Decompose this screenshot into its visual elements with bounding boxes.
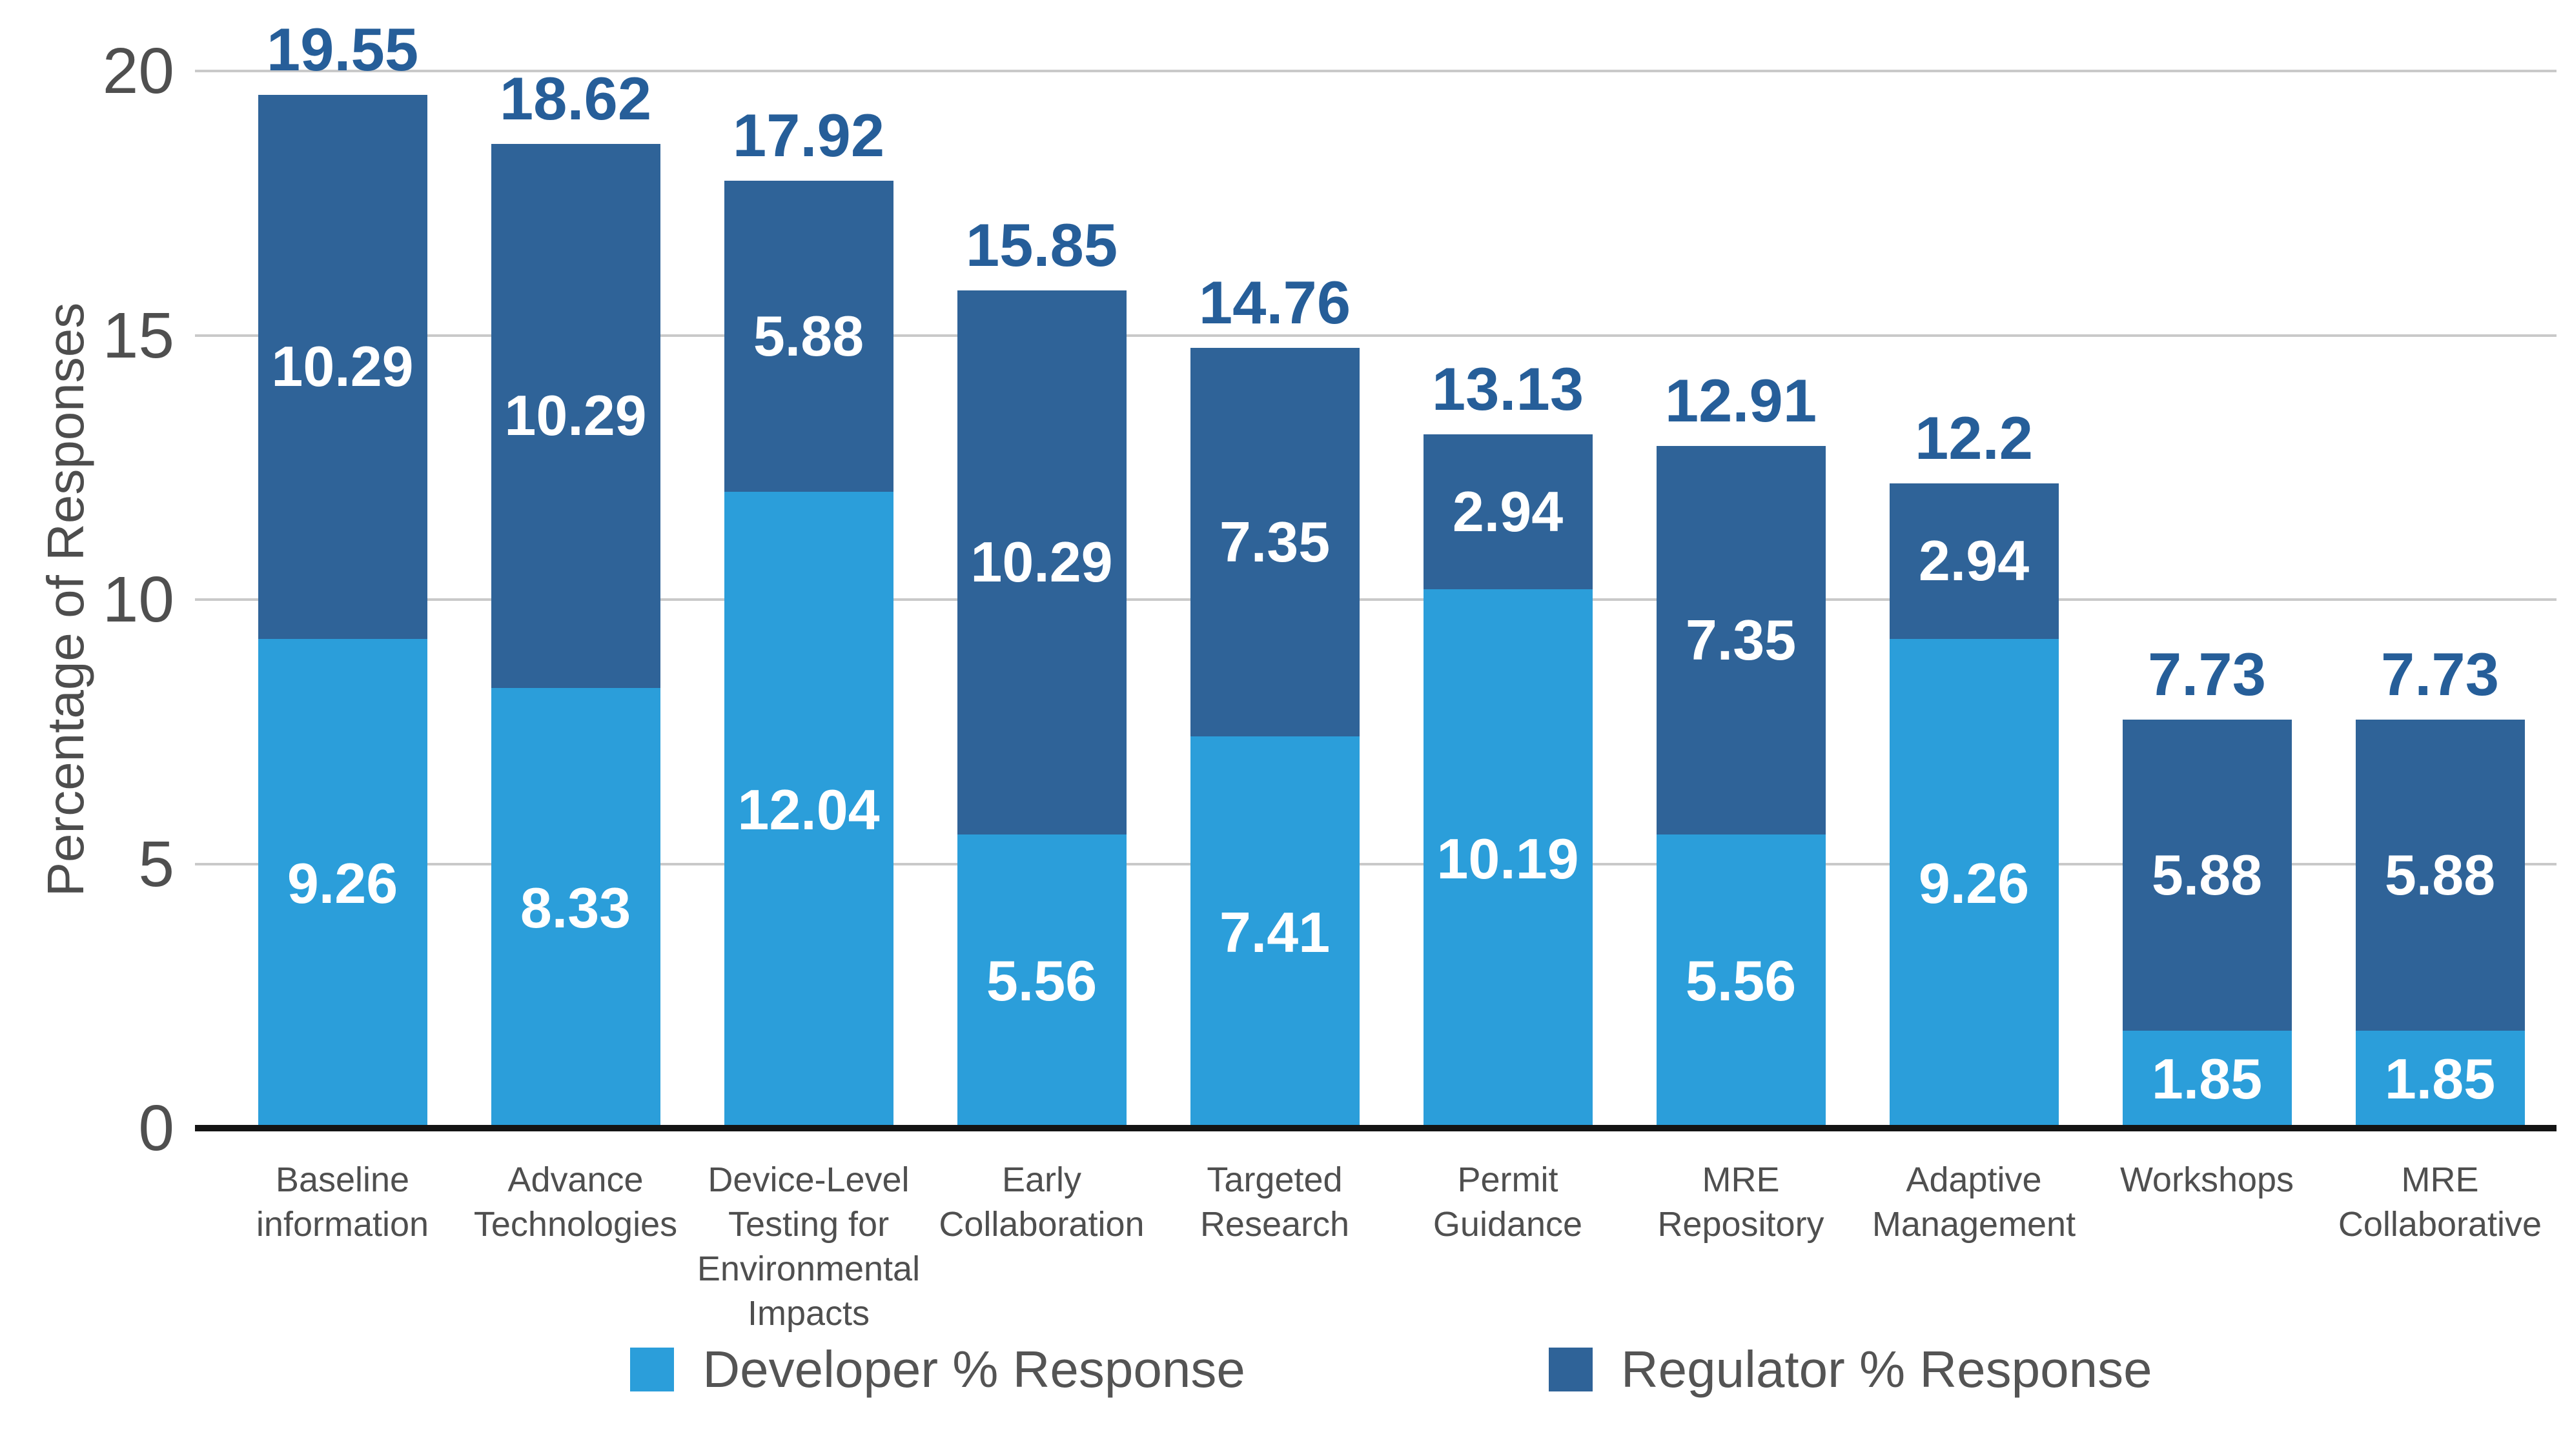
category-label: Advance Technologies [473, 1160, 678, 1244]
stacked-bar: 2.94 9.26 [1889, 483, 2059, 1128]
plot-area: 0 5 10 15 20 19.55 10.29 9.26 18.62 10.29 8.33 17.… [103, 15, 2557, 1160]
total-label: 7.73 [2381, 640, 2499, 708]
regulator-segment: 10.29 [258, 94, 427, 639]
y-tick-label-10: 10 [102, 563, 174, 636]
regulator-segment: 10.29 [957, 290, 1127, 834]
category-label: MRE Collaborative [2338, 1160, 2542, 1244]
category-label: Targeted Research [1199, 1160, 1350, 1244]
y-tick-mark-5 [195, 862, 226, 865]
gridline-20 [226, 70, 2557, 72]
developer-segment: 7.41 [1190, 736, 1360, 1128]
x-axis-line [195, 1125, 2557, 1131]
stacked-bar: 7.35 5.56 [1656, 445, 1826, 1128]
bar-slot-7: 12.91 7.35 5.56 [1624, 71, 1857, 1128]
developer-swatch-icon [630, 1348, 675, 1391]
total-label: 14.76 [1198, 268, 1351, 337]
bar-slot-4: 15.85 10.29 5.56 [925, 71, 1158, 1128]
stacked-bar: 10.29 9.26 [258, 94, 427, 1128]
gridline-10 [226, 598, 2557, 601]
regulator-segment: 5.88 [2122, 719, 2292, 1031]
developer-segment: 5.56 [957, 834, 1127, 1128]
bar-slot-1: 19.55 10.29 9.26 [226, 15, 459, 1128]
stacked-bar: 5.88 1.85 [2122, 719, 2292, 1128]
regulator-segment: 7.35 [1656, 445, 1826, 834]
y-tick-label-20: 20 [102, 35, 174, 107]
developer-segment: 12.04 [724, 491, 893, 1128]
bar-slot-8: 12.2 2.94 9.26 [1857, 71, 2090, 1128]
total-label: 12.2 [1915, 403, 2033, 472]
legend-label: Regulator % Response [1620, 1340, 2152, 1398]
regulator-segment: 5.88 [2355, 719, 2525, 1031]
y-tick-mark-10 [195, 598, 226, 601]
y-tick-label-5: 5 [138, 827, 174, 900]
developer-segment: 1.85 [2122, 1030, 2292, 1128]
developer-segment: 8.33 [491, 687, 660, 1128]
regulator-segment: 7.35 [1190, 348, 1360, 737]
category-label: Device-Level Testing for Environmental I… [697, 1160, 921, 1333]
regulator-segment: 2.94 [1423, 434, 1593, 590]
stacked-bar: 10.29 8.33 [491, 144, 660, 1128]
stacked-bar: 5.88 12.04 [724, 181, 893, 1128]
bar-slot-5: 14.76 7.35 7.41 [1158, 71, 1391, 1128]
category-label: Baseline information [256, 1160, 429, 1244]
stacked-bar: 5.88 1.85 [2355, 719, 2525, 1128]
bar-slot-6: 13.13 2.94 10.19 [1391, 71, 1624, 1128]
y-tick-mark-20 [195, 70, 226, 72]
legend-item-developer: Developer % Response [630, 1340, 1245, 1399]
x-axis-labels: Baseline information Advance Technologies… [226, 1158, 2557, 1336]
category-label: Adaptive Management [1872, 1160, 2076, 1244]
developer-segment: 9.26 [258, 638, 427, 1128]
gridline-5 [226, 862, 2557, 865]
bar-slot-10: 7.73 5.88 1.85 [2323, 71, 2557, 1128]
total-label: 18.62 [499, 65, 652, 133]
legend-label: Developer % Response [702, 1340, 1245, 1398]
total-label: 12.91 [1664, 366, 1817, 434]
category-label: Early Collaboration [939, 1160, 1145, 1244]
stacked-bar: 7.35 7.41 [1190, 348, 1360, 1128]
category-label: Permit Guidance [1433, 1160, 1583, 1244]
bars-layer: 19.55 10.29 9.26 18.62 10.29 8.33 17.92 5.88 12.… [226, 15, 2557, 1128]
total-label: 7.73 [2148, 640, 2266, 708]
y-tick-label-0: 0 [138, 1092, 174, 1164]
regulator-swatch-icon [1548, 1348, 1593, 1391]
bar-slot-3: 17.92 5.88 12.04 [692, 71, 925, 1128]
category-label: Workshops [2119, 1160, 2294, 1199]
total-label: 19.55 [266, 15, 419, 83]
developer-segment: 9.26 [1889, 638, 2059, 1128]
gridline-15 [226, 334, 2557, 337]
bar-slot-2: 18.62 10.29 8.33 [459, 65, 692, 1128]
category-label: MRE Repository [1657, 1160, 1824, 1244]
y-tick-label-15: 15 [102, 299, 174, 372]
total-label: 17.92 [732, 101, 885, 170]
regulator-segment: 2.94 [1889, 483, 2059, 639]
total-label: 13.13 [1431, 354, 1584, 423]
total-label: 15.85 [965, 210, 1118, 279]
bar-slot-9: 7.73 5.88 1.85 [2090, 71, 2323, 1128]
legend-item-regulator: Regulator % Response [1548, 1340, 2152, 1399]
developer-segment: 1.85 [2355, 1030, 2525, 1128]
developer-segment: 10.19 [1423, 589, 1593, 1128]
stacked-bar: 10.29 5.56 [957, 290, 1127, 1128]
developer-segment: 5.56 [1656, 834, 1826, 1128]
y-tick-mark-15 [195, 334, 226, 337]
regulator-segment: 10.29 [491, 144, 660, 688]
stacked-bar: 2.94 10.19 [1423, 434, 1593, 1128]
regulator-segment: 5.88 [724, 181, 893, 492]
legend: Developer % Response Regulator % Response [226, 1340, 2557, 1399]
